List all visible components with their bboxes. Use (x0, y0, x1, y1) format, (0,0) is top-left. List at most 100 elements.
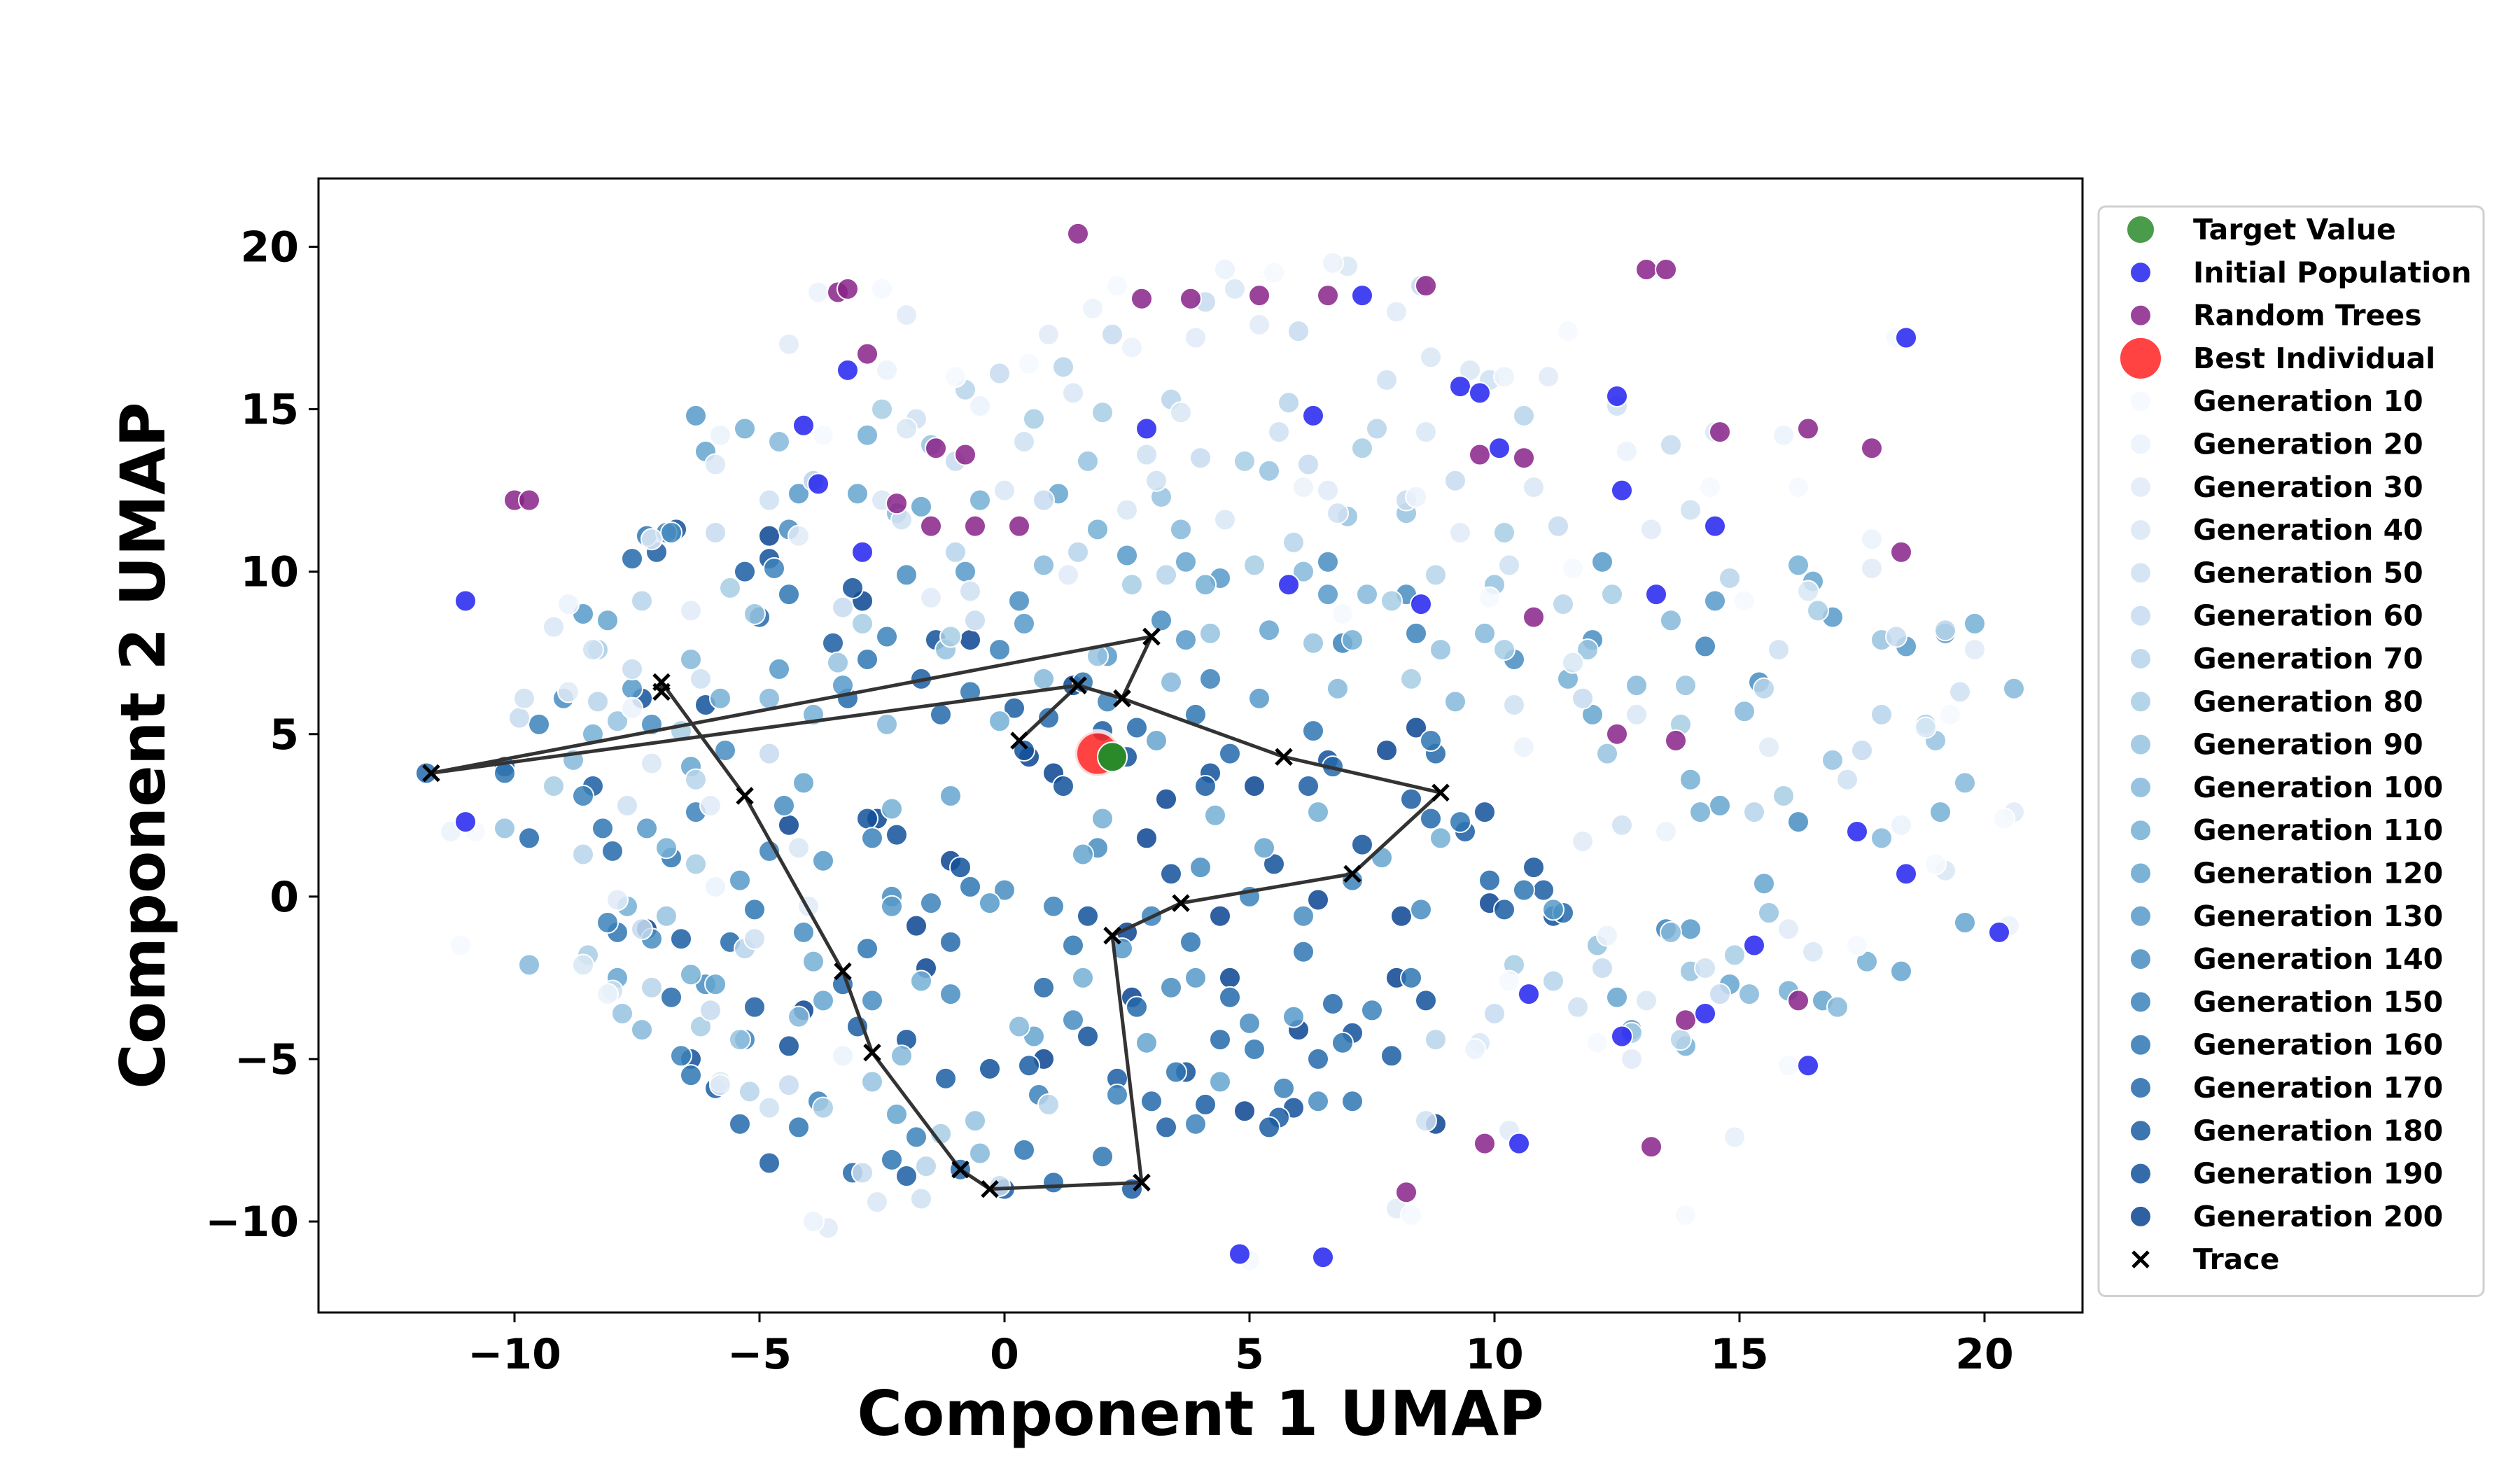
legend-label: Initial Population (2193, 255, 2472, 289)
point-initial-population (454, 811, 477, 834)
point-generation-30 (606, 888, 629, 911)
legend-item-generation-100: Generation 100 (2129, 771, 2443, 804)
legend-marker (2129, 1033, 2152, 1056)
point-generation-70 (1282, 531, 1305, 554)
point-generation-130 (1542, 898, 1564, 921)
legend-label: Generation 180 (2193, 1114, 2443, 1147)
point-initial-population (1611, 1025, 1633, 1048)
point-generation-20 (1616, 440, 1638, 463)
point-generation-100 (631, 1018, 653, 1042)
point-generation-50 (513, 687, 536, 710)
series-generation-10 (449, 261, 2015, 1272)
point-generation-200 (1376, 738, 1398, 762)
legend-item-generation-60: Generation 60 (2129, 599, 2423, 633)
point-initial-population (792, 414, 815, 437)
point-random-trees (954, 443, 976, 466)
point-generation-90 (1576, 638, 1599, 662)
legend-marker (2129, 475, 2152, 498)
y-tick-label: 0 (270, 873, 299, 922)
point-generation-110 (1679, 768, 1702, 791)
point-generation-110 (1963, 612, 1986, 635)
legend-item-random-trees: Random Trees (2129, 299, 2422, 332)
legend-label: Generation 30 (2193, 470, 2423, 504)
point-generation-180 (734, 560, 756, 583)
point-generation-140 (1150, 609, 1172, 632)
point-generation-150 (1361, 999, 1383, 1022)
point-generation-180 (670, 927, 692, 951)
trace-marker (834, 962, 852, 981)
legend-item-generation-20: Generation 20 (2129, 428, 2423, 461)
point-generation-160 (1449, 811, 1471, 834)
point-generation-40 (1420, 346, 1442, 369)
point-random-trees (1395, 1181, 1418, 1204)
point-generation-60 (1101, 323, 1124, 346)
point-generation-180 (1258, 1116, 1280, 1139)
point-generation-100 (680, 648, 702, 671)
point-generation-100 (768, 430, 790, 453)
point-generation-130 (1184, 966, 1207, 989)
point-generation-120 (1145, 729, 1168, 752)
point-initial-population (1743, 934, 1765, 957)
point-generation-190 (1013, 738, 1035, 762)
point-generation-70 (738, 1080, 761, 1103)
point-generation-70 (1552, 593, 1574, 616)
legend-item-best-individual: Best Individual (2119, 336, 2435, 380)
legend-label: Generation 110 (2193, 813, 2443, 847)
point-generation-130 (1282, 1005, 1305, 1028)
point-generation-20 (807, 281, 830, 304)
legend-label: Generation 20 (2193, 428, 2423, 461)
point-generation-50 (1949, 680, 1971, 704)
point-generation-60 (1547, 514, 1569, 538)
legend-label: Generation 160 (2193, 1028, 2443, 1062)
point-generation-100 (1733, 700, 1756, 723)
point-generation-160 (959, 875, 981, 898)
point-generation-70 (1934, 619, 1956, 642)
point-generation-10 (871, 277, 893, 300)
point-generation-70 (587, 690, 609, 713)
point-generation-160 (680, 1064, 702, 1087)
point-generation-190 (1351, 833, 1373, 856)
x-axis-label: Component 1 UMAP (857, 1378, 1544, 1450)
point-random-trees (1513, 447, 1535, 470)
point-generation-70 (1753, 677, 1775, 700)
point-generation-30 (1572, 830, 1594, 853)
point-generation-170 (1307, 1047, 1329, 1070)
point-generation-50 (1135, 443, 1158, 466)
point-generation-30 (1537, 365, 1560, 388)
point-generation-70 (1067, 540, 1089, 564)
legend-item-generation-140: Generation 140 (2129, 942, 2443, 976)
point-random-trees (1640, 1135, 1662, 1158)
point-generation-110 (1787, 554, 1809, 577)
legend-label: Generation 10 (2193, 384, 2423, 418)
legend-item-generation-160: Generation 160 (2129, 1028, 2443, 1062)
point-initial-population (1228, 1242, 1251, 1266)
point-generation-180 (1493, 898, 1516, 921)
point-generation-80 (1121, 573, 1143, 596)
point-generation-150 (596, 911, 619, 934)
point-generation-70 (631, 589, 653, 612)
point-generation-40 (704, 453, 727, 476)
point-generation-140 (773, 794, 795, 817)
point-generation-70 (1037, 1093, 1060, 1116)
point-generation-130 (812, 849, 834, 872)
trace-marker (1113, 689, 1131, 708)
point-generation-40 (572, 953, 594, 976)
point-generation-200 (1307, 888, 1329, 911)
point-generation-110 (1072, 966, 1094, 989)
point-initial-population (1508, 1132, 1530, 1155)
point-generation-190 (1077, 1025, 1099, 1048)
point-generation-160 (592, 817, 614, 840)
point-generation-20 (1493, 365, 1516, 388)
point-generation-90 (606, 710, 629, 733)
point-initial-population (1488, 437, 1511, 460)
point-generation-170 (518, 827, 540, 850)
point-generation-30 (1449, 521, 1471, 544)
point-generation-60 (988, 362, 1011, 385)
point-generation-60 (1885, 625, 1907, 648)
point-generation-130 (729, 869, 751, 892)
point-generation-180 (1194, 775, 1217, 798)
point-generation-170 (1032, 976, 1055, 999)
point-generation-110 (1091, 807, 1114, 830)
point-generation-170 (601, 839, 624, 862)
point-generation-20 (557, 593, 580, 616)
